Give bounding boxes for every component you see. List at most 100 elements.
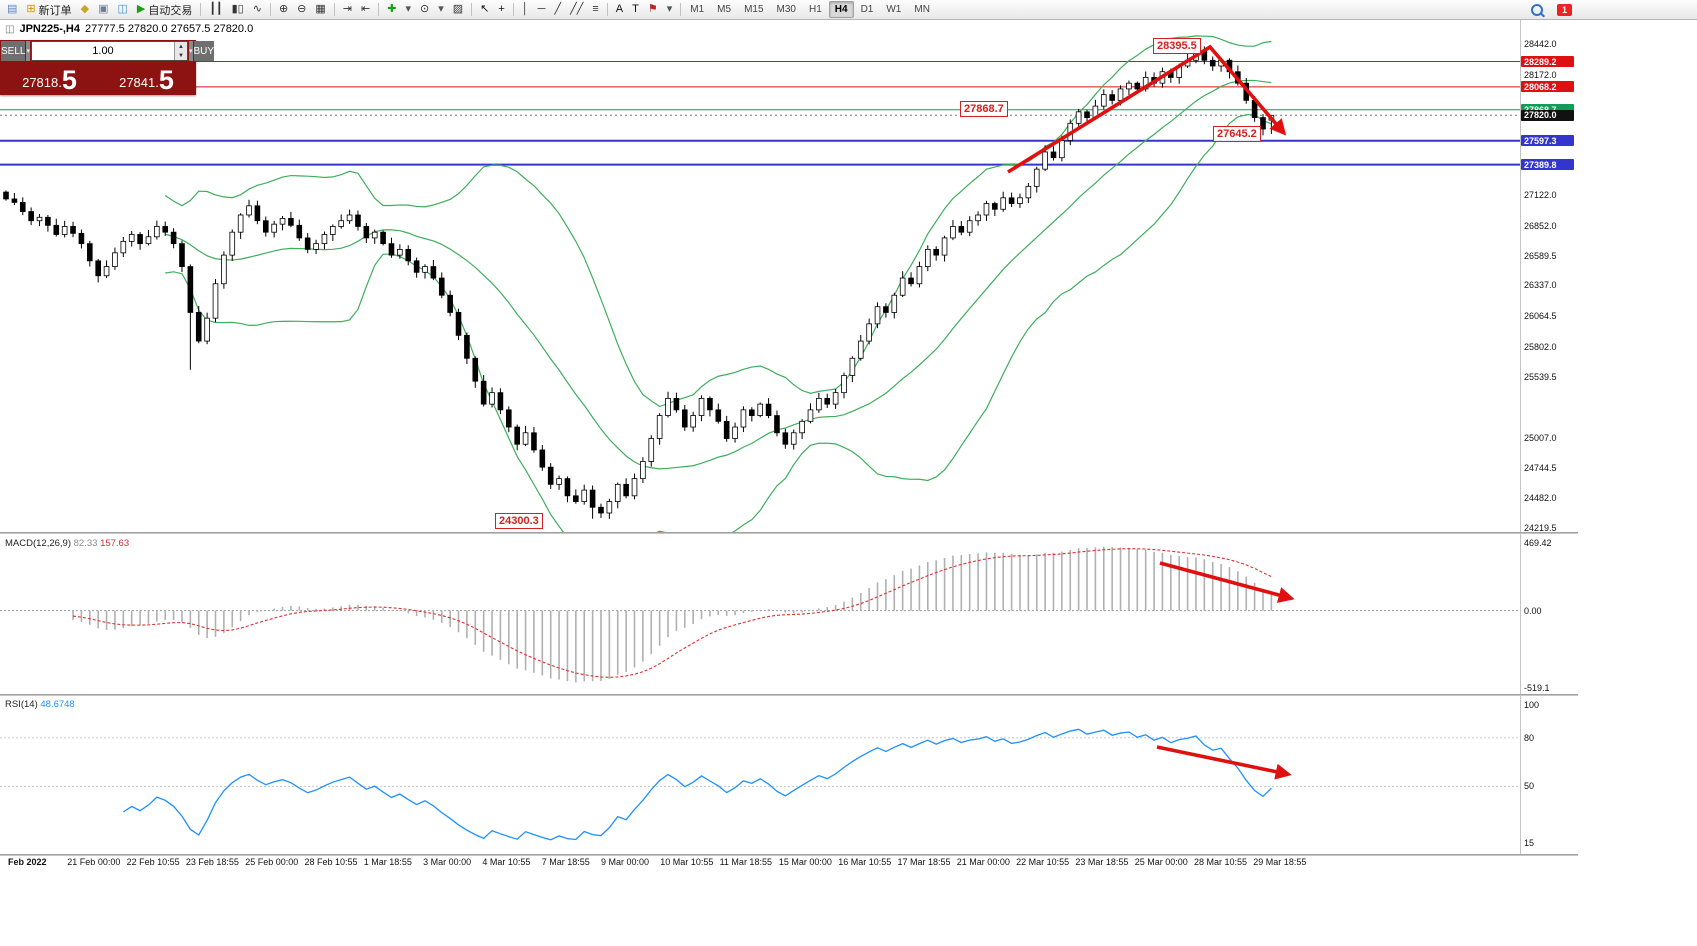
price-axis-separator [1520,19,1521,855]
timeframe-d1[interactable]: D1 [860,4,874,15]
periods-icon[interactable]: ⊙ [416,0,433,19]
text-icon[interactable]: A [612,0,627,19]
chart-shift-icon[interactable]: ⇤ [357,0,374,19]
mql-community-icon-glyph: ◆ [80,3,90,15]
volume-decrease-button[interactable]: ▼ [174,51,187,60]
time-axis-label: 3 Mar 00:00 [423,857,472,867]
price-tag-current-price: 27820.0 [1521,109,1574,121]
arrows-tool-icon[interactable]: ⚑ [644,0,662,19]
buy-price-small: 27841. [119,74,159,90]
time-axis-label: 10 Mar 10:55 [660,857,714,867]
indicators-dropdown-icon[interactable]: ▾ [401,0,415,19]
cursor-icon-glyph: ↖ [480,3,490,15]
rsi-axis-label: 80 [1524,732,1535,743]
macd-axis-label: -519.1 [1524,683,1550,693]
trendline-icon[interactable]: ╱ [550,0,565,19]
autotrading-button[interactable]: ▶ 自动交易 [133,0,196,19]
price-axis-label: 26064.5 [1524,311,1557,322]
price-axis-label: 25539.5 [1524,371,1557,382]
time-axis[interactable]: Feb 2022 21 Feb 00:00 22 Feb 10:55 23 Feb 1… [0,857,1520,871]
price-axis-label: 25802.0 [1524,341,1557,352]
price-axis-label: 28172.0 [1524,69,1557,80]
time-axis-label: 17 Mar 18:55 [897,857,951,867]
periods-icon-glyph: ⊙ [419,3,430,15]
panel-separator[interactable] [0,532,1578,534]
sell-options-button[interactable]: ▾ [26,41,30,61]
timeframe-mn[interactable]: MN [914,4,930,15]
price-axis[interactable]: 28442.0 28172.0 27122.0 26852.0 26589.5 26337… [1521,19,1578,855]
vertical-line-icon[interactable]: │ [518,0,533,19]
arrows-dropdown-icon[interactable]: ▾ [663,0,677,19]
bar-chart-icon[interactable]: ┃┃ [205,0,226,19]
price-tag-resistance: 28068.2 [1521,81,1574,93]
zoom-in-icon[interactable]: ⊕ [275,0,292,19]
new-order-button[interactable]: ⊞ 新订单 [22,0,75,19]
timeframe-w1[interactable]: W1 [886,4,902,15]
buy-price-button[interactable]: 27841. 5 [98,61,195,94]
buy-options-button[interactable]: ▾ [188,41,193,61]
text-label-icon-glyph: T [632,3,639,15]
text-label-icon[interactable]: T [628,0,643,19]
zoom-out-icon[interactable]: ⊖ [293,0,310,19]
rsi-panel-chart[interactable] [0,697,1520,853]
toolbar-separator [269,3,271,16]
toolbar-separator [680,3,682,16]
price-axis-label: 28442.0 [1524,38,1557,49]
panel-separator[interactable] [0,694,1578,696]
candlestick-chart-icon-glyph: ▮▯ [231,3,244,15]
search-icon[interactable] [1531,3,1543,16]
templates-icon-glyph: ▨ [452,3,464,15]
toolbar-items: ▤ ⊞ 新订单 ◆ ▣ ◫ ▶ 自动交易 ┃┃ ▮▯ ∿ ⊕ ⊖ ▦ ⇥ ⇤ ✚ ▾ ⊙ ▾ ▨ ↖ + │ ─ ╱ ╱╱ ≡ A T ⚑ ▾ [3,0,684,19]
timeframe-m30[interactable]: M30 [776,4,796,15]
toolbar-separator [378,3,380,16]
price-axis-label: 24744.5 [1524,462,1557,473]
cursor-icon[interactable]: ↖ [476,0,493,19]
timeframe-m5[interactable]: M5 [717,4,732,15]
data-window-icon[interactable]: ◫ [114,0,132,19]
time-axis-label: 23 Feb 18:55 [185,857,239,867]
periods-dropdown-icon-glyph: ▾ [438,3,444,15]
horizontal-line-icon-glyph: ─ [537,3,546,15]
sell-price-button[interactable]: 27818. 5 [1,61,98,94]
time-axis-label: 16 Mar 10:55 [838,857,892,867]
time-axis-label: 29 Mar 18:55 [1253,857,1307,867]
buy-button[interactable]: BUY [193,41,215,61]
notification-badge[interactable]: 1 [1557,3,1572,16]
timeframe-h4[interactable]: H4 [828,1,854,18]
toolbar-separator [606,3,608,16]
price-tag-pivot: 27868.7 [1521,104,1574,116]
sell-button[interactable]: SELL [1,41,26,61]
time-axis-label: 25 Feb 00:00 [245,857,299,867]
print-icon[interactable]: ▣ [94,0,112,19]
periods-dropdown-icon[interactable]: ▾ [434,0,448,19]
price-axis-label: 27122.0 [1524,190,1557,201]
horizontal-line-icon[interactable]: ─ [534,0,550,19]
chart-window-icon-glyph: ▤ [7,3,18,15]
timeframe-h1[interactable]: H1 [808,4,822,15]
print-icon-glyph: ▣ [98,3,109,15]
bar-chart-icon-glyph: ┃┃ [209,3,223,15]
indicators-icon[interactable]: ✚ [383,0,400,19]
candlestick-chart-icon[interactable]: ▮▯ [228,0,248,19]
fibonacci-icon-glyph: ≡ [592,3,599,15]
line-chart-icon[interactable]: ∿ [249,0,266,19]
templates-icon[interactable]: ▨ [449,0,467,19]
time-axis-label: 21 Mar 00:00 [956,857,1010,867]
timeframe-m1[interactable]: M1 [690,4,705,15]
auto-scroll-icon[interactable]: ⇥ [339,0,356,19]
equidistant-channel-icon[interactable]: ╱╱ [566,0,587,19]
chart-window-icon[interactable]: ▤ [3,0,21,19]
rsi-name: RSI(14) [5,699,38,710]
macd-panel-chart[interactable] [0,535,1520,695]
tile-windows-icon[interactable]: ▦ [311,0,329,19]
macd-value-main: 82.33 [73,538,98,549]
fibonacci-icon[interactable]: ≡ [588,0,602,19]
price-annotation: 28395.5 [1153,38,1201,54]
timeframe-m15[interactable]: M15 [744,4,764,15]
crosshair-icon[interactable]: + [494,0,508,19]
macd-label: MACD(12,26,9) 82.33 157.63 [5,538,129,549]
main-chart[interactable] [0,19,1520,532]
volume-input[interactable] [31,42,174,60]
volume-increase-button[interactable]: ▲ [174,42,187,51]
mql-community-icon[interactable]: ◆ [77,0,93,19]
